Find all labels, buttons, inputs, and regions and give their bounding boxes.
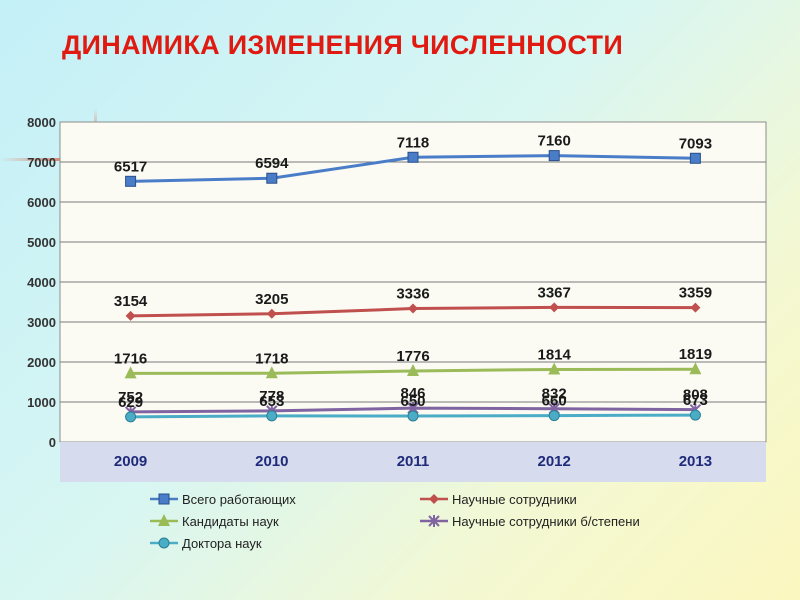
data-point bbox=[548, 410, 560, 422]
data-label: 7118 bbox=[397, 134, 430, 151]
data-point bbox=[689, 362, 702, 375]
data-point bbox=[266, 410, 278, 422]
y-tick-label: 4000 bbox=[27, 275, 56, 290]
data-label: 1718 bbox=[255, 350, 288, 367]
data-label: 3154 bbox=[114, 293, 148, 310]
data-label: 832 bbox=[542, 386, 567, 403]
y-tick-label: 2000 bbox=[27, 355, 56, 370]
data-point bbox=[549, 302, 560, 313]
x-tick-label: 2011 bbox=[397, 453, 430, 470]
legend: Всего работающих Научные сотрудники Кандид… bbox=[150, 492, 640, 551]
data-point bbox=[428, 515, 440, 527]
data-point bbox=[548, 150, 560, 162]
data-label: 660 bbox=[542, 393, 567, 410]
data-label: 7093 bbox=[679, 135, 712, 152]
data-label: 650 bbox=[400, 393, 425, 410]
data-label: 3367 bbox=[538, 284, 571, 301]
data-point bbox=[690, 302, 701, 313]
data-label: 653 bbox=[259, 393, 284, 410]
y-axis-ticks: 0 1000 2000 3000 4000 5000 6000 7000 8000 bbox=[27, 115, 56, 450]
y-tick-label: 6000 bbox=[27, 195, 56, 210]
data-label: 808 bbox=[683, 387, 708, 404]
data-point bbox=[266, 308, 277, 319]
data-point bbox=[158, 493, 170, 505]
data-point bbox=[429, 494, 439, 504]
data-point bbox=[266, 172, 278, 184]
data-label: 1776 bbox=[396, 348, 429, 365]
data-label: 629 bbox=[118, 394, 143, 411]
y-tick-label: 7000 bbox=[27, 155, 56, 170]
x-axis-ticks: 2009 2010 2011 2012 2013 bbox=[114, 453, 712, 470]
y-tick-label: 0 bbox=[49, 435, 56, 450]
data-point bbox=[689, 152, 701, 164]
data-point bbox=[407, 151, 419, 163]
category-axis-band bbox=[60, 442, 766, 482]
data-label: 752 bbox=[118, 389, 143, 406]
data-label: 3336 bbox=[396, 286, 429, 303]
data-label: 778 bbox=[259, 388, 284, 405]
data-label: 846 bbox=[400, 385, 425, 402]
data-label: 1814 bbox=[538, 346, 572, 363]
data-point bbox=[158, 514, 170, 526]
data-point bbox=[158, 537, 170, 549]
y-tick-label: 1000 bbox=[27, 395, 56, 410]
legend-label: Доктора наук bbox=[182, 536, 262, 551]
data-point bbox=[125, 175, 137, 187]
series-group bbox=[124, 150, 702, 423]
data-point bbox=[265, 366, 278, 379]
x-tick-label: 2010 bbox=[255, 453, 288, 470]
legend-label: Научные сотрудники б/степени bbox=[452, 514, 640, 529]
data-point bbox=[408, 303, 418, 314]
legend-label: Всего работающих bbox=[182, 492, 296, 507]
data-point bbox=[548, 362, 561, 375]
data-point bbox=[407, 410, 419, 422]
data-label: 7160 bbox=[538, 133, 571, 150]
data-point bbox=[689, 409, 701, 421]
x-tick-label: 2009 bbox=[114, 453, 147, 470]
data-point bbox=[125, 310, 136, 321]
legend-label: Кандидаты наук bbox=[182, 514, 279, 529]
y-tick-label: 8000 bbox=[27, 115, 56, 130]
slide-title: ДИНАМИКА ИЗМЕНЕНИЯ ЧИСЛЕННОСТИ bbox=[62, 30, 624, 60]
data-label: 6517 bbox=[114, 158, 147, 175]
x-tick-label: 2012 bbox=[538, 453, 571, 470]
data-label: 673 bbox=[683, 392, 708, 409]
y-tick-label: 3000 bbox=[27, 315, 56, 330]
data-label: 3359 bbox=[679, 285, 712, 302]
legend-label: Научные сотрудники bbox=[452, 492, 577, 507]
data-label: 6594 bbox=[255, 155, 289, 172]
data-labels: 6517 6594 7118 7160 7093 3154 3205 3336 3367 3359… bbox=[114, 133, 712, 411]
data-point bbox=[407, 363, 419, 376]
data-label: 1819 bbox=[679, 346, 712, 363]
x-tick-label: 2013 bbox=[679, 453, 712, 470]
y-tick-label: 5000 bbox=[27, 235, 56, 250]
data-point bbox=[125, 411, 137, 423]
data-label: 1716 bbox=[114, 350, 147, 367]
data-label: 3205 bbox=[255, 291, 288, 308]
data-point bbox=[124, 366, 137, 379]
